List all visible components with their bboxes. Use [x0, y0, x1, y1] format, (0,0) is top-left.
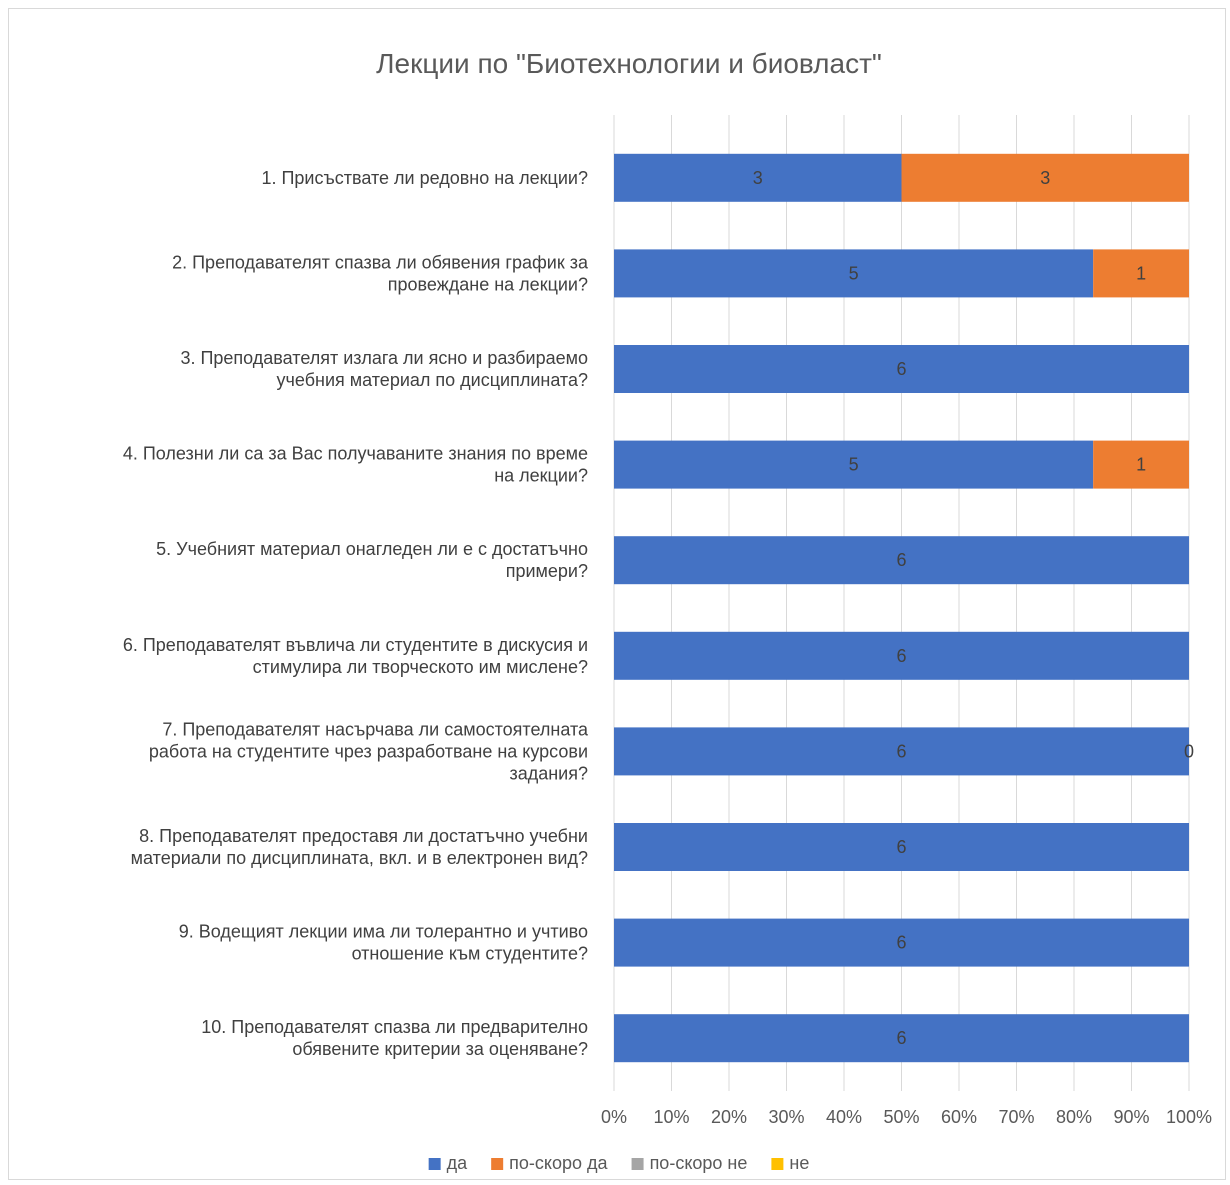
category-label: 10. Преподавателят спазва ли предварител…: [201, 1017, 588, 1059]
category-label: 4. Полезни ли са за Вас получаваните зна…: [123, 444, 588, 486]
x-tick-label: 80%: [1056, 1107, 1092, 1127]
legend-swatch: [491, 1158, 504, 1170]
x-tick-label: 30%: [768, 1107, 804, 1127]
legend-label: по-скоро не: [650, 1153, 748, 1173]
bar-2-series-1: [614, 249, 1094, 298]
data-label: 3: [753, 168, 763, 188]
chart-title: Лекции по "Биотехнологии и биовласт": [376, 48, 882, 79]
bar-6-series-1: [614, 631, 1189, 680]
data-label: 6: [896, 933, 906, 953]
bar-10-series-1: [614, 1014, 1189, 1063]
legend-label: да: [447, 1153, 469, 1173]
data-label: 6: [896, 359, 906, 379]
legend-swatch: [428, 1158, 441, 1170]
legend: да по-скоро да по-скоро не не: [428, 1153, 809, 1173]
x-tick-label: 60%: [941, 1107, 977, 1127]
legend-swatch: [771, 1158, 784, 1170]
x-tick-label: 10%: [653, 1107, 689, 1127]
category-label: 8. Преподавателят предоставя ли достатъч…: [131, 826, 588, 868]
x-axis-ticks: 0% 10% 20% 30% 40% 50% 60% 70% 80% 90% 100%: [601, 1107, 1212, 1127]
x-tick-label: 40%: [826, 1107, 862, 1127]
bar-5-series-1: [614, 536, 1189, 585]
bar-3-series-1: [614, 345, 1189, 393]
bar-1-series-1: [614, 153, 902, 202]
data-label: 6: [896, 837, 906, 857]
data-label: 6: [896, 1028, 906, 1048]
data-label: 6: [896, 741, 906, 761]
bar-7-series-1: [614, 727, 1189, 776]
bar-4-series-2: [1093, 440, 1189, 489]
data-label: 5: [849, 455, 859, 475]
x-tick-label: 70%: [998, 1107, 1034, 1127]
data-label: 6: [896, 550, 906, 570]
chart-svg: Лекции по "Биотехнологии и биовласт" 3 3 5…: [123, 48, 1212, 1173]
data-label: 1: [1136, 263, 1146, 283]
category-label: 6. Преподавателят въвлича ли студентите …: [123, 635, 588, 677]
chart-frame: Лекции по "Биотехнологии и биовласт" 3 3 5…: [8, 8, 1226, 1180]
legend-label: по-скоро да: [509, 1153, 608, 1173]
data-label: 6: [896, 646, 906, 666]
data-label: 1: [1136, 455, 1146, 475]
bar-8-series-1: [614, 823, 1189, 871]
category-label: 3. Преподавателят излага ли ясно и разби…: [180, 348, 588, 390]
x-tick-label: 20%: [711, 1107, 747, 1127]
bar-1-series-2: [901, 153, 1189, 202]
x-tick-label: 100%: [1166, 1107, 1212, 1127]
legend-swatch: [631, 1158, 644, 1170]
x-tick-label: 50%: [883, 1107, 919, 1127]
legend-label: не: [789, 1153, 809, 1173]
bars: 3 3 5 1 6 5 1 6 6 6 6 6 6 0: [614, 153, 1194, 1063]
category-label: 5. Учебният материал онагледен ли е с до…: [156, 539, 588, 581]
category-labels: 1. Присъствате ли редовно на лекции? 2. П…: [123, 168, 589, 1059]
category-label: 9. Водещият лекции има ли толерантно и у…: [179, 922, 588, 964]
category-label: 1. Присъствате ли редовно на лекции?: [261, 168, 588, 188]
data-label: 5: [849, 263, 859, 283]
bar-4-series-1: [614, 440, 1094, 489]
bar-2-series-2: [1093, 249, 1189, 298]
category-label: 2. Преподавателят спазва ли обявения гра…: [172, 252, 589, 294]
data-label: 3: [1040, 168, 1050, 188]
bar-9-series-1: [614, 918, 1189, 967]
x-tick-label: 0%: [601, 1107, 627, 1127]
data-label-zero: 0: [1184, 741, 1194, 761]
category-label: 7. Преподавателят насърчава ли самостоят…: [149, 719, 589, 783]
x-tick-label: 90%: [1113, 1107, 1149, 1127]
